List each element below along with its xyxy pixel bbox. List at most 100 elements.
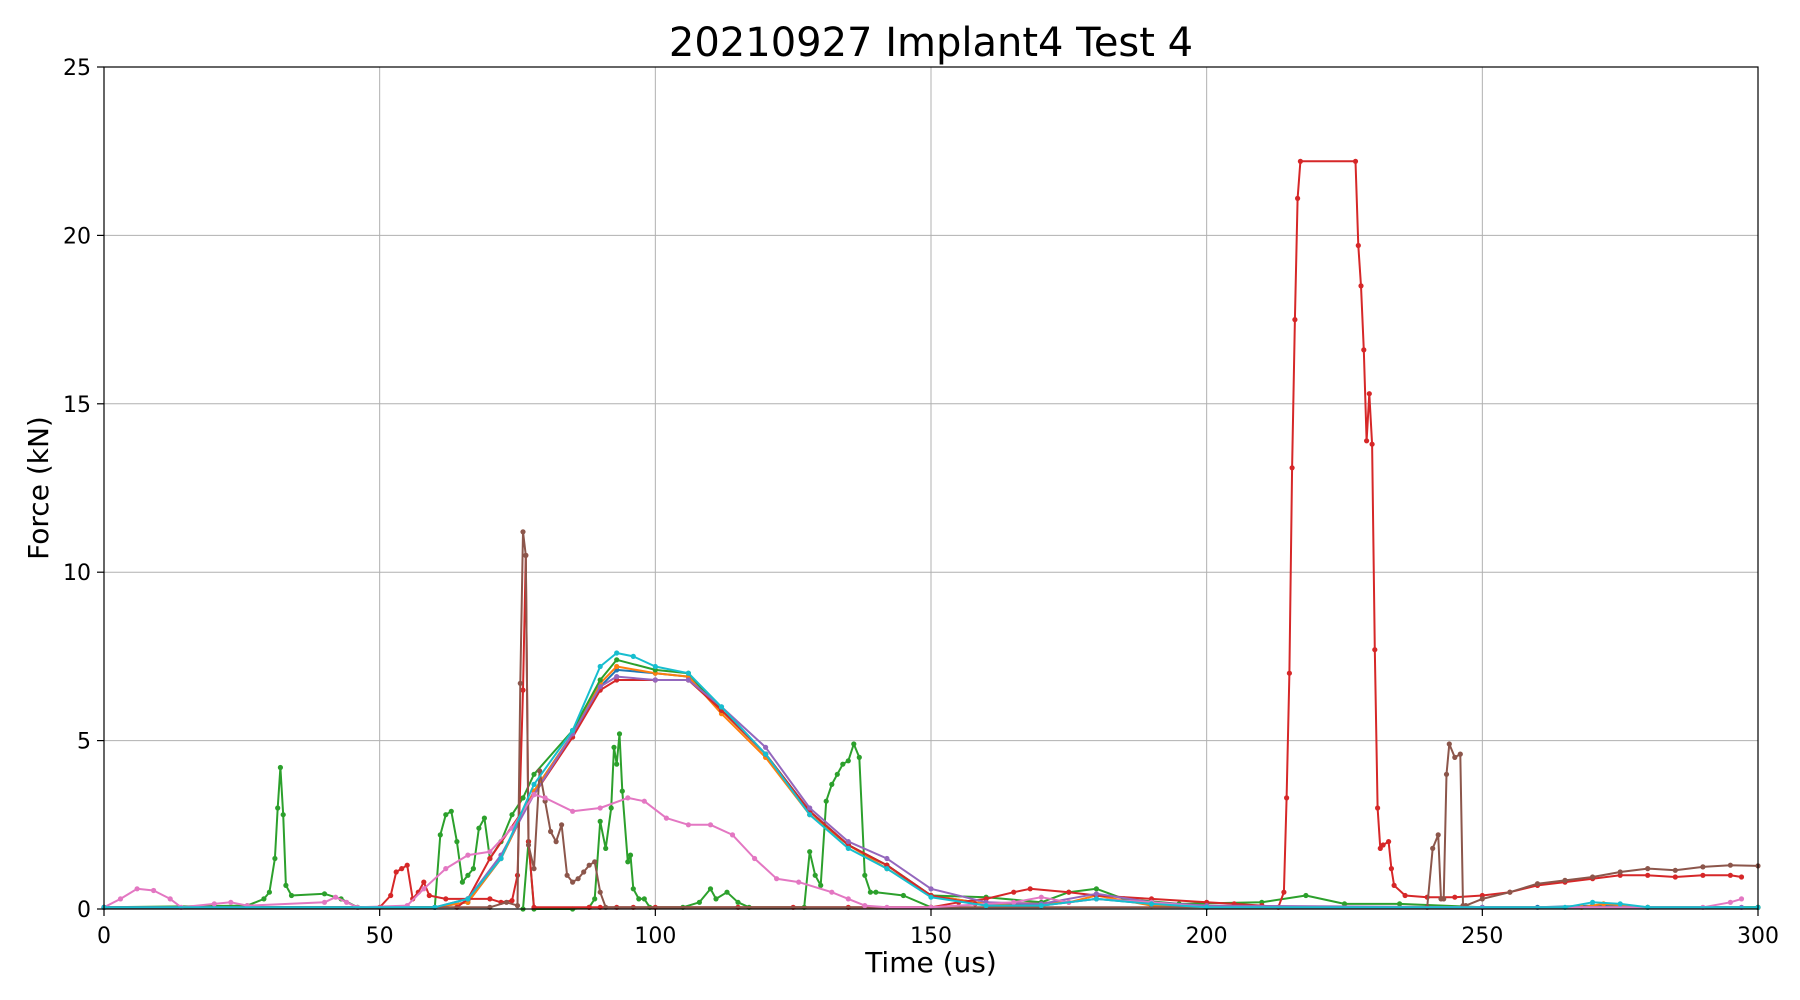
- data-point: [845, 896, 851, 902]
- data-point: [277, 764, 283, 771]
- data-point: [1700, 864, 1706, 870]
- data-point: [542, 795, 548, 801]
- data-point: [1738, 874, 1745, 880]
- data-point: [707, 822, 714, 828]
- data-point: [840, 761, 846, 767]
- data-point: [614, 657, 620, 663]
- data-point: [696, 899, 703, 905]
- data-point: [321, 891, 328, 897]
- data-point: [1727, 872, 1733, 878]
- data-point: [487, 855, 493, 862]
- data-point: [597, 818, 603, 825]
- data-point: [283, 882, 289, 889]
- data-point: [614, 650, 620, 656]
- data-point: [592, 859, 598, 865]
- data-point: [724, 889, 730, 895]
- data-point: [272, 855, 278, 862]
- data-point: [1391, 882, 1397, 889]
- data-point: [1358, 283, 1364, 289]
- data-point: [1386, 839, 1392, 845]
- data-point: [553, 839, 559, 845]
- data-point: [597, 663, 603, 670]
- y-axis-label: Force (kN): [22, 416, 55, 560]
- data-point: [652, 663, 658, 670]
- data-point: [928, 894, 934, 900]
- data-point: [1645, 872, 1651, 878]
- data-point: [597, 684, 603, 690]
- data-point: [845, 758, 851, 764]
- data-point: [597, 889, 603, 895]
- data-point: [1093, 886, 1099, 892]
- data-point: [718, 704, 725, 710]
- data-point: [1297, 158, 1303, 164]
- data-point: [1011, 889, 1017, 895]
- data-point: [1617, 869, 1623, 875]
- data-point: [509, 898, 515, 904]
- data-point: [570, 808, 576, 814]
- data-point: [1479, 896, 1485, 902]
- data-point: [1700, 872, 1706, 878]
- data-point: [1672, 867, 1678, 873]
- data-point: [1430, 845, 1436, 852]
- data-point: [1435, 832, 1441, 838]
- data-point: [437, 832, 443, 838]
- data-point: [548, 828, 554, 835]
- data-point: [388, 892, 394, 899]
- data-point: [421, 879, 427, 885]
- series-3: [520, 731, 934, 912]
- data-point: [1289, 465, 1295, 471]
- data-point: [796, 879, 802, 885]
- data-point: [1372, 647, 1378, 653]
- y-tick-label: 20: [63, 224, 91, 249]
- data-point: [867, 889, 874, 895]
- plot-area: [101, 158, 1761, 912]
- data-point: [873, 889, 879, 895]
- data-point: [275, 805, 281, 811]
- series-line: [103, 793, 1742, 909]
- data-point: [608, 805, 614, 811]
- data-point: [531, 771, 537, 777]
- data-point: [1292, 317, 1298, 323]
- data-point: [614, 663, 620, 670]
- data-point: [614, 674, 620, 680]
- data-point: [586, 862, 592, 868]
- y-tick-label: 10: [63, 561, 91, 586]
- data-point: [1355, 242, 1361, 249]
- data-point: [1375, 805, 1381, 811]
- data-point: [707, 886, 714, 892]
- data-point: [481, 815, 487, 821]
- data-point: [564, 872, 570, 878]
- data-point: [774, 876, 780, 882]
- data-point: [1361, 347, 1367, 353]
- x-tick-label: 150: [910, 924, 952, 949]
- data-point: [614, 761, 620, 767]
- data-point: [851, 741, 857, 747]
- data-point: [663, 815, 670, 821]
- data-point: [807, 805, 813, 811]
- data-point: [862, 903, 868, 909]
- data-point: [559, 822, 565, 828]
- data-point: [1446, 741, 1452, 747]
- data-point: [603, 845, 609, 852]
- data-point: [1281, 889, 1287, 895]
- x-tick-label: 0: [97, 924, 111, 949]
- x-tick-label: 300: [1737, 924, 1779, 949]
- data-point: [448, 808, 454, 814]
- x-tick-label: 200: [1186, 924, 1228, 949]
- data-point: [288, 892, 295, 899]
- data-point: [498, 855, 504, 862]
- data-point: [1286, 670, 1292, 676]
- data-point: [685, 677, 692, 683]
- data-point: [1093, 891, 1099, 897]
- data-point: [228, 899, 234, 905]
- data-point: [829, 889, 835, 895]
- data-point: [1066, 889, 1072, 895]
- data-point: [344, 899, 350, 905]
- data-point: [619, 788, 625, 794]
- data-point: [845, 839, 851, 845]
- data-point: [537, 768, 543, 774]
- data-point: [321, 899, 328, 905]
- data-point: [616, 731, 623, 737]
- data-point: [1672, 874, 1678, 880]
